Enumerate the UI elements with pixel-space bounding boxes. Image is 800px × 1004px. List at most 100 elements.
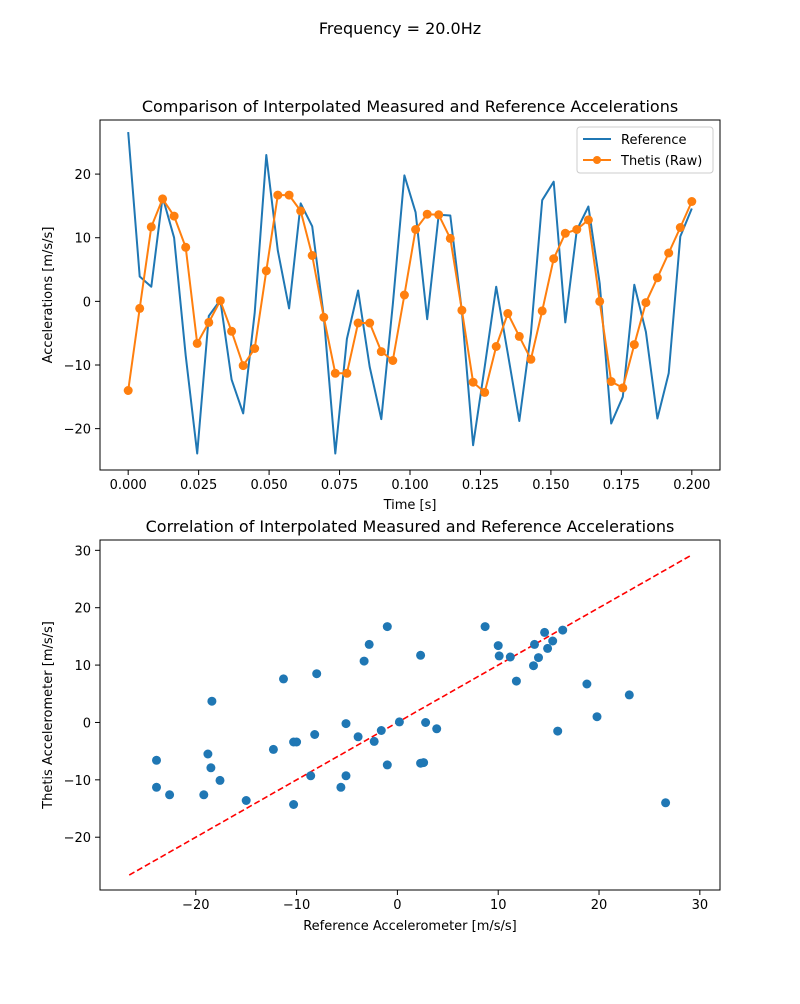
- scatter-point: [511, 676, 521, 686]
- x-tick-label: 0.000: [110, 478, 147, 493]
- scatter-point: [534, 653, 543, 663]
- scatter-point: [203, 749, 213, 759]
- thetis-data-point: [215, 296, 225, 306]
- scatter-point: [624, 690, 634, 700]
- scatter-point: [543, 643, 553, 653]
- scatter-point: [341, 719, 351, 729]
- thetis-data-point: [135, 303, 145, 313]
- scatter-point: [529, 661, 538, 671]
- scatter-point: [199, 790, 209, 800]
- scatter-point: [382, 760, 392, 770]
- scatter-point: [312, 669, 322, 679]
- scatter-point: [432, 724, 442, 734]
- scatter-point: [480, 622, 490, 632]
- x-tick-label: 0.200: [673, 478, 710, 493]
- legend-thetis-marker: [593, 156, 601, 164]
- thetis-data-point: [434, 210, 444, 220]
- thetis-data-point: [422, 209, 432, 219]
- scatter-point: [268, 744, 278, 754]
- scatter-point: [341, 771, 351, 781]
- thetis-data-point: [503, 309, 513, 318]
- scatter-point: [558, 625, 568, 635]
- line-chart-ticks: 0.000 0.025 0.050 0.075 0.100 0.125 0.150 0.175…: [64, 168, 711, 493]
- line-chart-xlabel: Time [s]: [383, 498, 437, 513]
- thetis-data-point: [353, 318, 363, 328]
- thetis-data-point: [537, 306, 547, 316]
- x-tick-label: 30: [692, 898, 709, 913]
- scatter-chart-title: Correlation of Interpolated Measured and…: [146, 517, 675, 536]
- scatter-chart-ylabel: Thetis Accelerometer [m/s/s]: [41, 621, 56, 810]
- scatter-chart-xlabel: Reference Accelerometer [m/s/s]: [303, 919, 517, 934]
- scatter-point: [279, 674, 288, 684]
- x-tick-label: 0.050: [250, 478, 287, 493]
- figure-suptitle: Frequency = 20.0Hz: [319, 19, 481, 38]
- thetis-data-point: [365, 318, 375, 328]
- thetis-data-point: [480, 387, 490, 397]
- y-tick-label: 10: [74, 232, 91, 247]
- thetis-data-point: [629, 340, 639, 350]
- thetis-data-point: [169, 211, 179, 221]
- scatter-point: [336, 782, 346, 792]
- reference-series-line: [127, 132, 693, 455]
- thetis-data-point: [227, 326, 237, 336]
- thetis-data-point: [342, 368, 352, 378]
- y-tick-label: −10: [64, 774, 91, 789]
- x-tick-label: 0.125: [462, 478, 499, 493]
- x-tick-label: −10: [283, 898, 310, 913]
- scatter-point: [306, 771, 316, 781]
- scatter-point: [310, 730, 320, 739]
- thetis-data-point: [560, 228, 570, 238]
- scatter-point: [505, 652, 515, 662]
- scatter-point: [207, 696, 217, 706]
- y-tick-label: 30: [74, 544, 91, 559]
- x-tick-label: 20: [591, 898, 608, 913]
- thetis-data-point: [319, 312, 329, 322]
- y-tick-label: −20: [64, 831, 91, 846]
- scatter-point: [241, 796, 251, 805]
- scatter-point: [152, 782, 161, 792]
- line-chart-ylabel: Accelerations [m/s/s]: [41, 227, 56, 364]
- scatter-point: [553, 726, 563, 736]
- scatter-chart: Correlation of Interpolated Measured and…: [41, 517, 721, 934]
- scatter-point: [206, 763, 216, 773]
- scatter-chart-frame: [99, 539, 721, 891]
- thetis-data-point: [595, 296, 605, 306]
- scatter-point: [416, 758, 426, 768]
- y-tick-label: −20: [64, 423, 91, 438]
- x-tick-label: 0.075: [321, 478, 358, 493]
- scatter-point: [359, 656, 369, 666]
- scatter-point: [421, 718, 431, 727]
- thetis-data-point: [146, 222, 156, 232]
- scatter-point: [369, 736, 379, 746]
- thetis-data-point: [250, 344, 260, 353]
- thetis-data-point: [526, 354, 536, 364]
- scatter-point: [376, 726, 386, 735]
- x-tick-label: 10: [490, 898, 507, 913]
- thetis-data-point: [376, 347, 386, 357]
- thetis-data-point: [238, 361, 248, 371]
- x-tick-label: 0.100: [391, 478, 428, 493]
- scatter-point: [530, 639, 539, 649]
- thetis-data-point: [514, 331, 524, 341]
- scatter-point: [540, 627, 550, 637]
- scatter-point: [152, 755, 161, 765]
- thetis-data-point: [388, 356, 398, 365]
- scatter-point: [661, 798, 671, 808]
- scatter-point: [582, 679, 592, 689]
- thetis-data-point: [457, 305, 467, 315]
- y-tick-label: 20: [74, 168, 91, 183]
- scatter-point: [416, 650, 426, 660]
- thetis-data-point: [618, 383, 628, 393]
- line-chart: Comparison of Interpolated Measured and …: [41, 97, 721, 513]
- scatter-point: [364, 639, 374, 649]
- thetis-data-point: [181, 242, 191, 252]
- scatter-point: [394, 717, 404, 727]
- thetis-data-point: [123, 386, 133, 395]
- line-chart-title: Comparison of Interpolated Measured and …: [142, 97, 678, 116]
- thetis-data-point: [411, 225, 421, 234]
- thetis-data-point: [192, 338, 202, 348]
- line-chart-frame: [99, 119, 721, 471]
- scatter-point: [289, 800, 299, 809]
- thetis-data-point: [468, 377, 478, 387]
- line-chart-plot-area: [123, 132, 697, 455]
